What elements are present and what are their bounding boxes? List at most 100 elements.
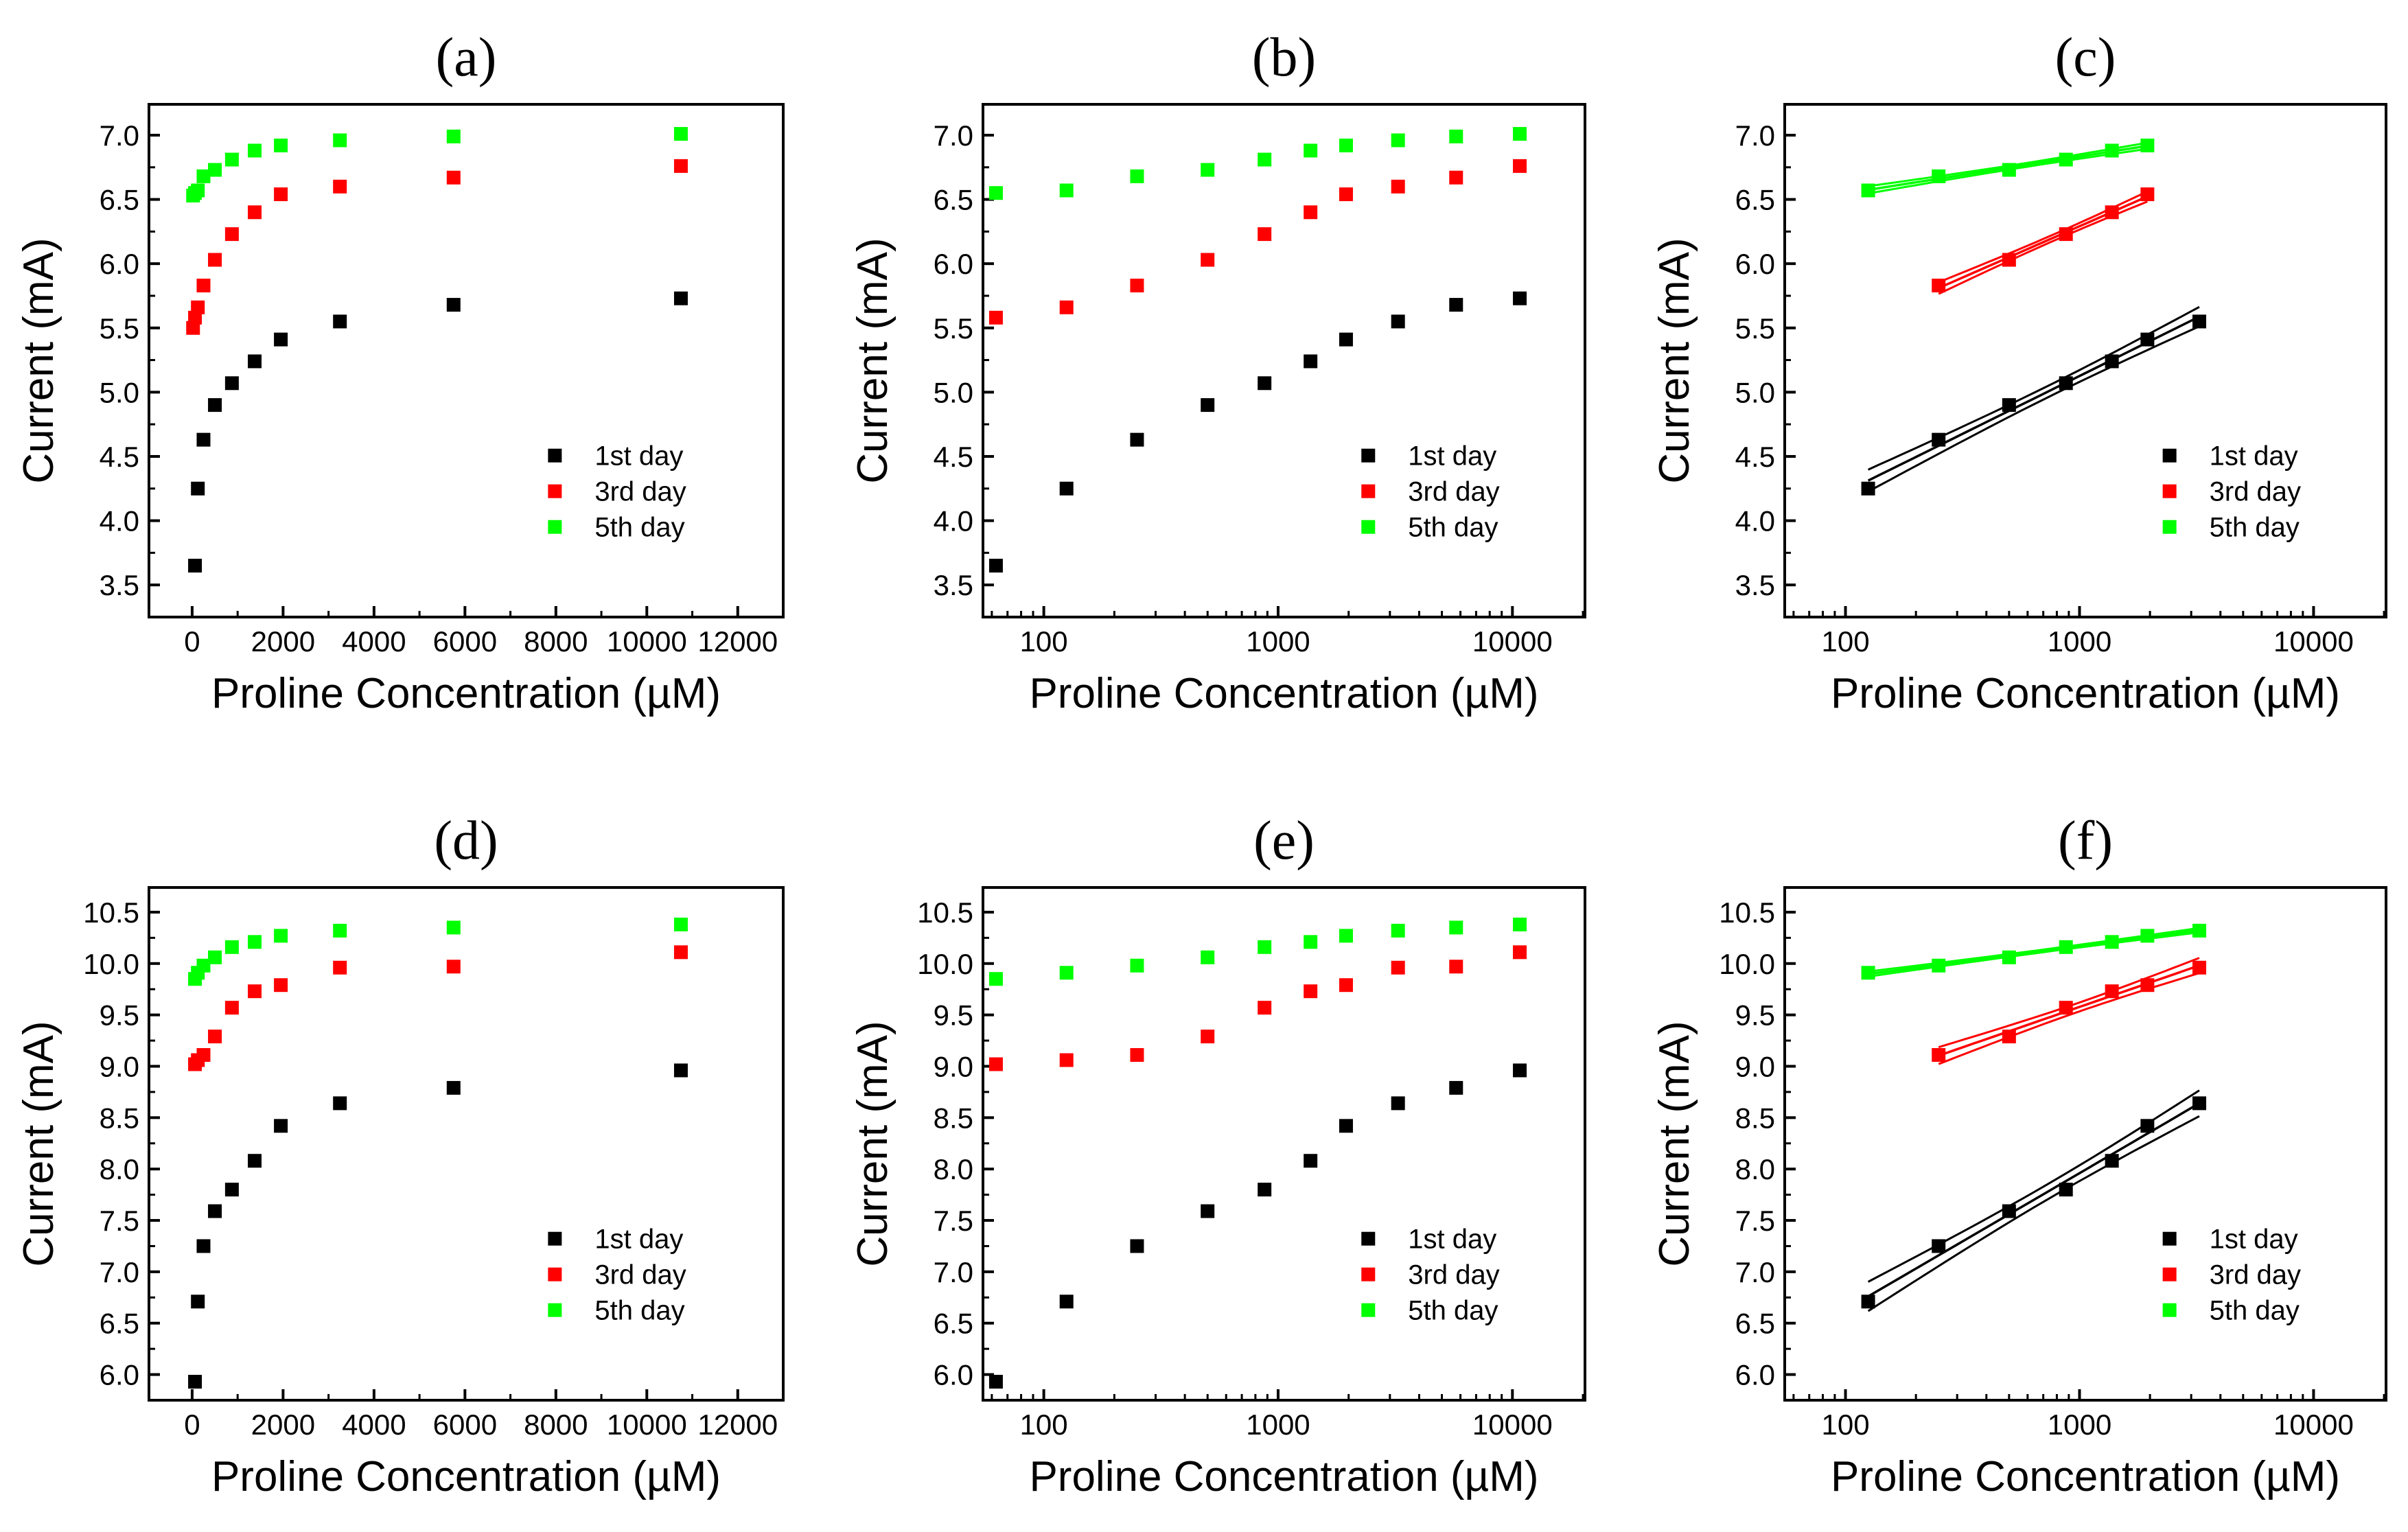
data-point bbox=[2002, 398, 2016, 413]
data-point bbox=[1339, 1119, 1353, 1133]
y-tick-label: 6.5 bbox=[1735, 184, 1775, 216]
y-tick-label: 4.0 bbox=[100, 505, 139, 537]
y-tick-label: 7.0 bbox=[934, 119, 973, 152]
data-point bbox=[191, 1295, 205, 1309]
panel-e: (e) 6.0 6.5 7.0 7.5 8.0 8.5 9.0 9.5 10.0 10.5 100 10… bbox=[849, 811, 1586, 1500]
legend-marker bbox=[548, 1267, 562, 1281]
x-tick-label: 0 bbox=[184, 625, 200, 658]
data-point bbox=[1449, 1080, 1463, 1095]
legend-label: 3rd day bbox=[1408, 1260, 1499, 1290]
x-tick-label: 4000 bbox=[342, 625, 406, 658]
legend-marker bbox=[2162, 1303, 2177, 1317]
legend-marker bbox=[2162, 1267, 2177, 1281]
data-point bbox=[224, 376, 239, 391]
data-point bbox=[446, 920, 461, 935]
legend-marker bbox=[1361, 520, 1376, 534]
plot-frame bbox=[148, 886, 785, 1402]
panel-f: (f) 6.0 6.5 7.0 7.5 8.0 8.5 9.0 9.5 10.0 10.5 100 10… bbox=[1651, 811, 2387, 1500]
data-point bbox=[333, 179, 347, 194]
x-axis-label: Proline Concentration (µM) bbox=[1029, 1453, 1538, 1500]
y-tick-label: 5.5 bbox=[100, 312, 139, 345]
data-point bbox=[1304, 205, 1318, 220]
x-axis-label: Proline Concentration (µM) bbox=[1029, 670, 1538, 717]
data-point bbox=[1932, 1048, 1946, 1063]
data-point bbox=[1339, 929, 1353, 943]
data-point bbox=[208, 950, 222, 964]
data-point bbox=[2002, 1204, 2016, 1218]
y-tick-label: 6.0 bbox=[100, 1359, 139, 1391]
series-3rd-day bbox=[188, 945, 688, 1071]
y-tick-label: 10.5 bbox=[917, 896, 973, 929]
data-point bbox=[446, 1080, 461, 1095]
legend-marker bbox=[548, 1231, 562, 1246]
data-point bbox=[274, 929, 288, 943]
y-tick-label: 5.0 bbox=[934, 376, 973, 408]
y-tick-label: 7.0 bbox=[100, 1256, 139, 1288]
legend-marker bbox=[2162, 1231, 2177, 1246]
data-point bbox=[1513, 945, 1527, 960]
y-axis-label: Current (mA) bbox=[1651, 1021, 1698, 1266]
x-tick-label: 100 bbox=[1020, 1408, 1068, 1441]
y-tick-label: 6.5 bbox=[934, 1308, 973, 1340]
data-point bbox=[2002, 163, 2016, 177]
series-3rd-day bbox=[1932, 187, 2155, 295]
legend-marker bbox=[548, 484, 562, 498]
y-tick-label: 7.0 bbox=[1735, 1256, 1775, 1288]
y-tick-label: 9.5 bbox=[934, 999, 973, 1032]
legend-label: 1st day bbox=[1408, 1225, 1496, 1255]
data-point bbox=[224, 940, 239, 954]
data-point bbox=[1130, 1048, 1144, 1063]
data-point bbox=[1130, 169, 1144, 183]
data-point bbox=[333, 960, 347, 975]
data-point bbox=[2105, 354, 2119, 369]
x-tick-label: 10000 bbox=[607, 1408, 687, 1441]
data-point bbox=[1059, 966, 1074, 980]
legend-label: 1st day bbox=[594, 441, 683, 472]
x-tick-label: 2000 bbox=[251, 625, 315, 658]
data-point bbox=[1391, 133, 1405, 148]
y-tick-label: 6.5 bbox=[1735, 1308, 1775, 1340]
legend-label: 3rd day bbox=[2210, 1260, 2301, 1290]
data-point bbox=[274, 138, 288, 152]
y-tick-label: 6.5 bbox=[100, 184, 139, 216]
x-tick-label: 1000 bbox=[2048, 1408, 2111, 1441]
confidence-band-lower bbox=[1867, 1115, 2200, 1312]
legend-label: 5th day bbox=[594, 1296, 684, 1326]
data-point bbox=[1339, 978, 1353, 993]
data-point bbox=[988, 972, 1003, 986]
data-point bbox=[2105, 1154, 2119, 1168]
data-point bbox=[1201, 398, 1215, 413]
data-point bbox=[1932, 278, 1946, 292]
series-3rd-day bbox=[1932, 957, 2207, 1065]
legend-marker bbox=[548, 448, 562, 463]
data-point bbox=[1258, 1183, 1272, 1197]
legend-marker bbox=[548, 1303, 562, 1317]
data-point bbox=[248, 935, 262, 949]
y-tick-label: 6.0 bbox=[100, 248, 139, 280]
x-tick-label: 10000 bbox=[2273, 625, 2354, 658]
data-point bbox=[1258, 152, 1272, 167]
data-point bbox=[1130, 278, 1144, 292]
data-point bbox=[1513, 159, 1527, 173]
legend-label: 1st day bbox=[2210, 441, 2298, 472]
y-tick-label: 6.0 bbox=[1735, 1359, 1775, 1391]
series-1st-day bbox=[988, 291, 1527, 573]
series-1st-day bbox=[1861, 1089, 2207, 1312]
data-point bbox=[196, 169, 211, 183]
x-axis-label: Proline Concentration (µM) bbox=[211, 1453, 721, 1500]
data-point bbox=[1513, 127, 1527, 141]
y-tick-label: 7.5 bbox=[100, 1205, 139, 1237]
data-point bbox=[1258, 1001, 1272, 1015]
data-point bbox=[224, 1183, 239, 1197]
confidence-band-lower bbox=[1938, 972, 2200, 1065]
data-point bbox=[196, 1048, 211, 1063]
data-point bbox=[188, 559, 202, 573]
legend-marker bbox=[1361, 448, 1376, 463]
data-point bbox=[1449, 960, 1463, 974]
data-point bbox=[2140, 138, 2155, 152]
y-tick-label: 9.0 bbox=[100, 1050, 139, 1082]
data-point bbox=[1391, 1096, 1405, 1111]
x-axis-label: Proline Concentration (µM) bbox=[1831, 1453, 2340, 1500]
panel-b: (b) 3.5 4.0 4.5 5.0 5.5 6.0 6.5 7.0 100 1000 10000 P… bbox=[849, 27, 1586, 717]
y-tick-label: 4.5 bbox=[934, 441, 973, 473]
